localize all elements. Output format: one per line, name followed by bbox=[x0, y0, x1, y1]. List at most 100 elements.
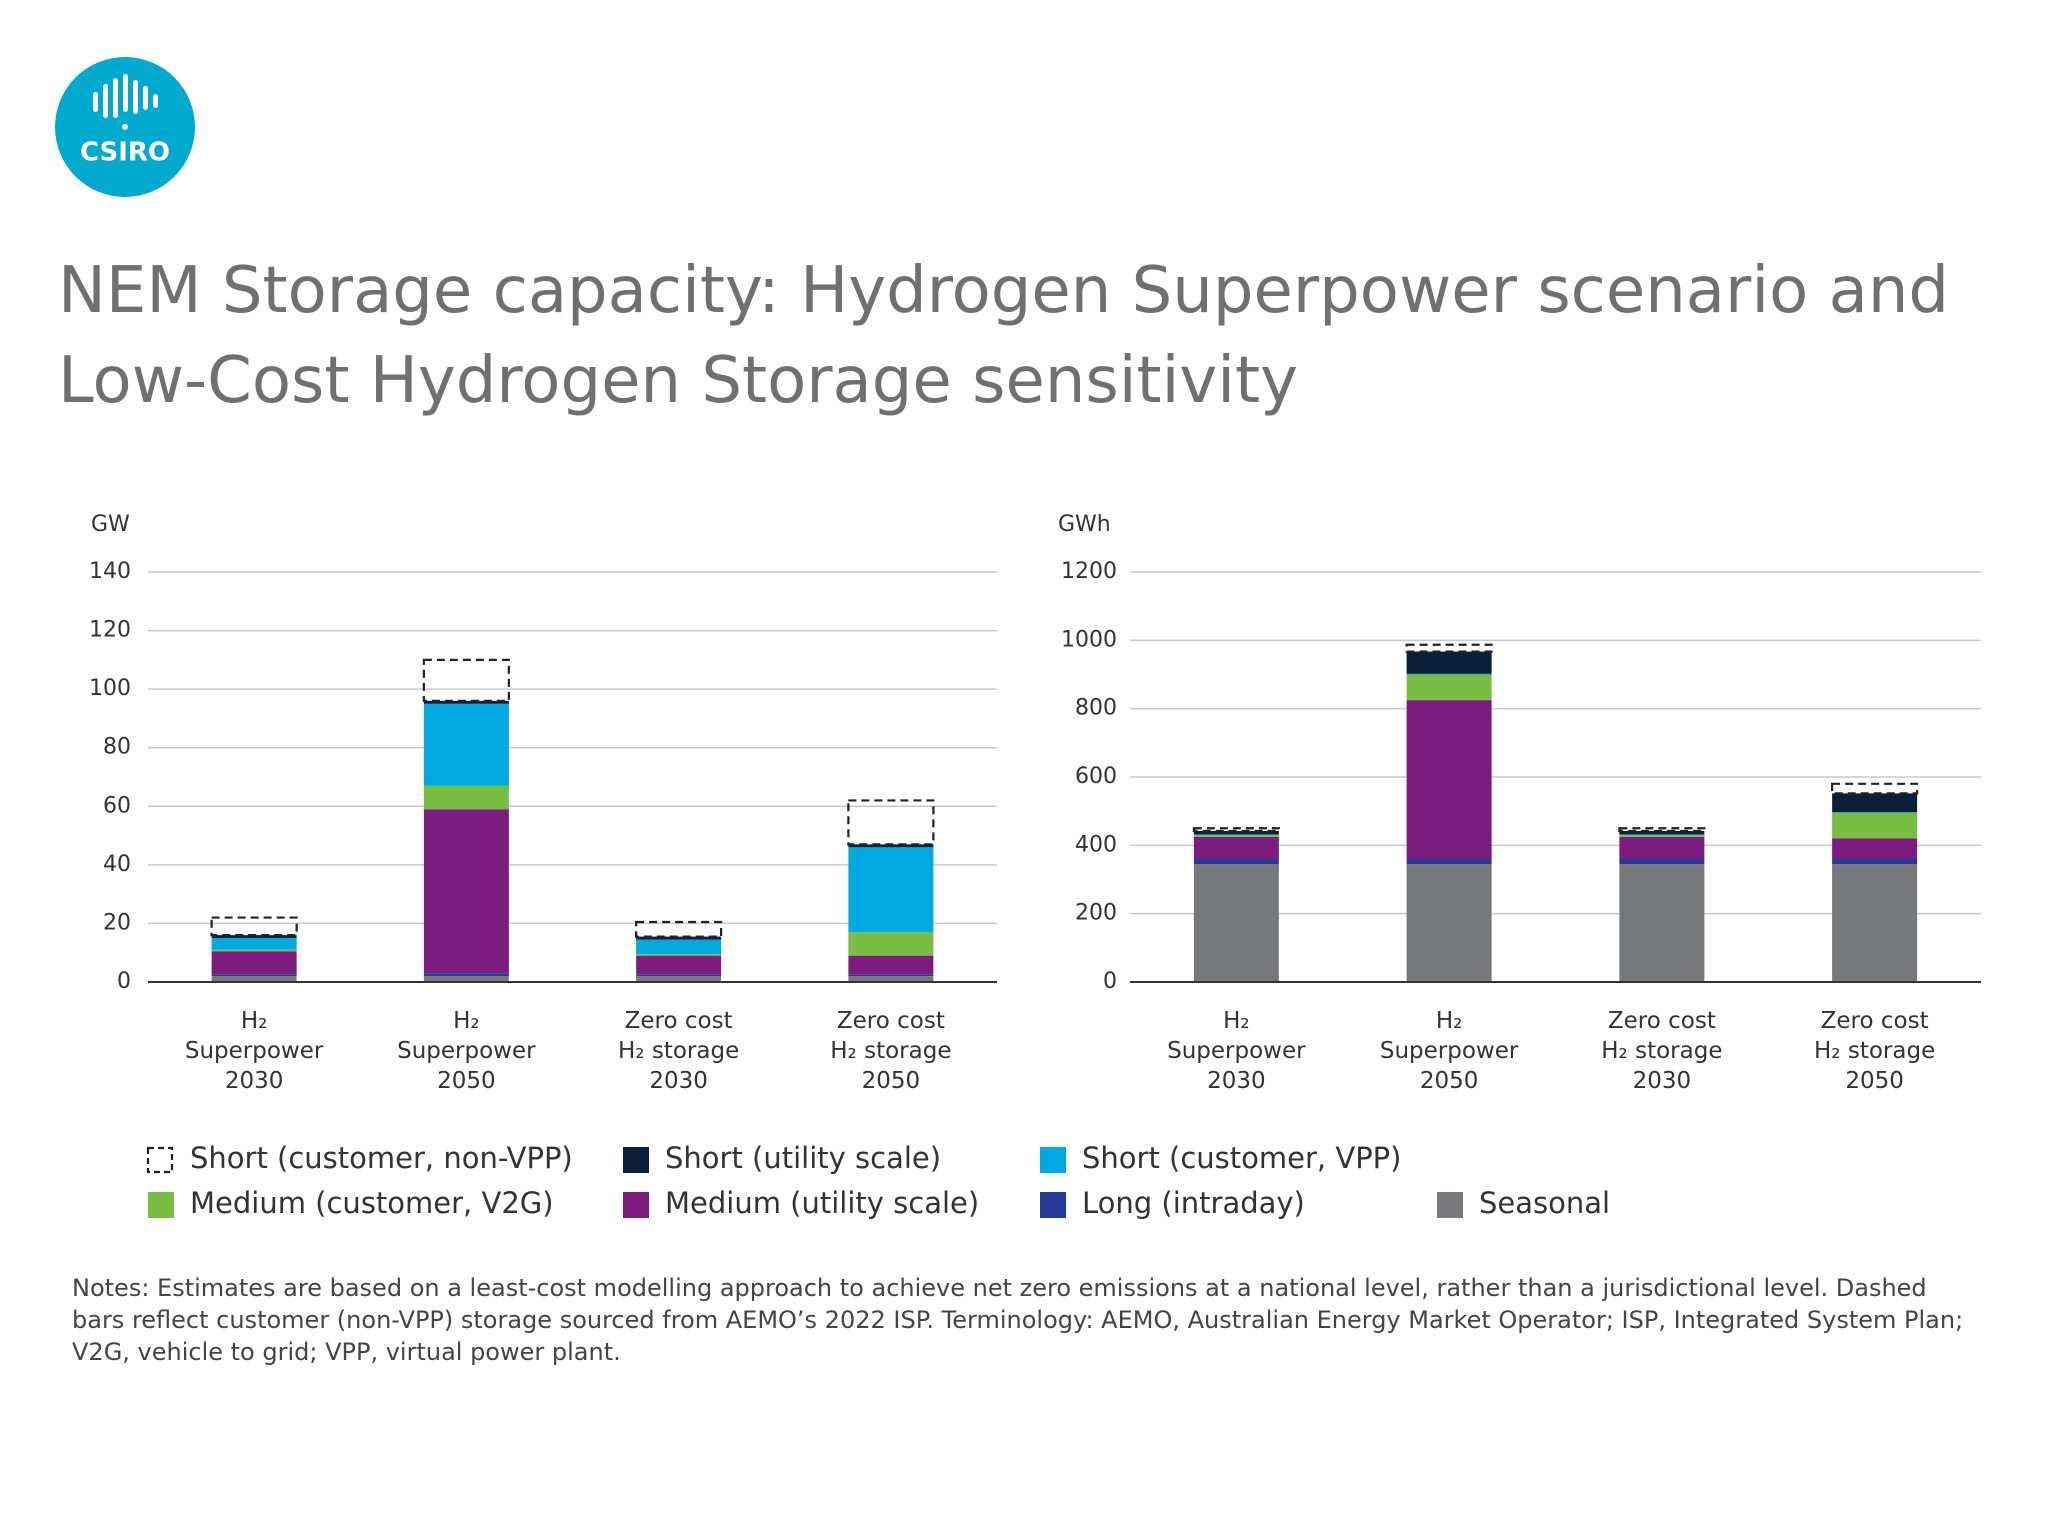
y-tick-label: 400 bbox=[1075, 832, 1117, 857]
y-tick-label: 0 bbox=[1103, 969, 1117, 994]
bar-segment bbox=[1832, 812, 1918, 813]
bar-segment bbox=[1406, 700, 1492, 859]
y-tick-label: 1000 bbox=[1061, 627, 1117, 652]
y-tick-label: 120 bbox=[89, 618, 131, 643]
logo-icon bbox=[93, 74, 158, 130]
x-tick-label: H₂ Superpower 2030 bbox=[1167, 1008, 1306, 1094]
legend-label: Short (customer, VPP) bbox=[1082, 1141, 1401, 1175]
bar-segment bbox=[1405, 643, 1493, 653]
bar-segment bbox=[1406, 673, 1492, 675]
bar-segment bbox=[1192, 827, 1280, 833]
legend-label: Medium (utility scale) bbox=[665, 1186, 979, 1220]
bar-segment bbox=[1193, 836, 1279, 859]
bar-segment bbox=[636, 976, 722, 982]
x-tick-label: H₂ Superpower 2050 bbox=[1379, 1008, 1519, 1094]
bar-segment bbox=[1406, 674, 1492, 701]
bar-segment bbox=[1832, 859, 1918, 865]
bar-segment bbox=[423, 700, 509, 704]
bar-segment bbox=[1406, 859, 1492, 865]
legend-swatch bbox=[146, 1146, 174, 1174]
y-tick-label: 60 bbox=[103, 793, 131, 818]
x-tick-label: H₂ Superpower 2050 bbox=[397, 1008, 536, 1094]
bar-segment bbox=[848, 955, 934, 975]
bar-segment bbox=[848, 932, 934, 956]
y-tick-label: 80 bbox=[103, 735, 131, 760]
x-tick-label: Zero cost H₂ storage 2050 bbox=[830, 1008, 952, 1094]
page-title: NEM Storage capacity: Hydrogen Superpowe… bbox=[58, 254, 1949, 418]
bar-segment bbox=[848, 976, 934, 982]
bar-segment bbox=[1832, 864, 1918, 982]
bar-segment bbox=[1193, 835, 1279, 837]
bar-segment bbox=[423, 785, 509, 810]
bar-segment bbox=[847, 799, 935, 846]
bar-segment bbox=[1619, 835, 1705, 837]
bar-segment bbox=[423, 976, 509, 982]
bar-segment bbox=[1619, 859, 1705, 865]
bar-segment bbox=[423, 809, 509, 974]
legend-label: Seasonal bbox=[1479, 1186, 1610, 1220]
bar-segment bbox=[636, 955, 722, 975]
bar-segment bbox=[1193, 864, 1279, 982]
bar-segment bbox=[1832, 793, 1918, 813]
y-tick-label: 200 bbox=[1075, 901, 1117, 926]
legend-label: Short (customer, non-VPP) bbox=[190, 1141, 573, 1175]
y-tick-label: 1200 bbox=[1061, 559, 1117, 584]
legend-label: Long (intraday) bbox=[1082, 1186, 1305, 1220]
bar-segment bbox=[1619, 834, 1705, 836]
bar-segment bbox=[1832, 838, 1918, 859]
bar-segment bbox=[423, 973, 509, 977]
bar-segment bbox=[1619, 830, 1705, 835]
bar-segment bbox=[848, 847, 934, 933]
bar-segment bbox=[210, 916, 298, 937]
bar-segment bbox=[848, 844, 934, 848]
bar-segment bbox=[636, 954, 722, 956]
y-tick-label: 800 bbox=[1075, 696, 1117, 721]
legend-label: Short (utility scale) bbox=[665, 1141, 941, 1175]
x-tick-label: Zero cost H₂ storage 2050 bbox=[1814, 1008, 1936, 1094]
bar-segment bbox=[1832, 812, 1918, 839]
bar-segment bbox=[636, 974, 722, 977]
y-tick-label: 600 bbox=[1075, 764, 1117, 789]
bar-segment bbox=[211, 949, 297, 952]
bar-segment bbox=[211, 951, 297, 975]
bar-segment bbox=[635, 920, 723, 938]
x-tick-label: Zero cost H₂ storage 2030 bbox=[618, 1008, 740, 1094]
legend-swatch bbox=[148, 1192, 174, 1218]
legend-swatch bbox=[623, 1192, 649, 1218]
bar-segment bbox=[423, 703, 509, 786]
y-axis-unit: GW bbox=[91, 512, 130, 537]
bar-segment bbox=[211, 976, 297, 982]
bar-segment bbox=[636, 939, 722, 955]
x-tick-label: H₂ Superpower 2030 bbox=[184, 1008, 324, 1094]
x-tick-label: Zero cost H₂ storage 2030 bbox=[1601, 1008, 1723, 1094]
legend-swatch bbox=[1040, 1147, 1066, 1173]
bar-segment bbox=[211, 938, 297, 950]
bar-segment bbox=[1619, 864, 1705, 982]
bar-segment bbox=[1193, 859, 1279, 865]
y-tick-label: 0 bbox=[117, 969, 131, 994]
bar-segment bbox=[211, 974, 297, 977]
bar-segment bbox=[422, 658, 510, 702]
bar-segment bbox=[211, 935, 297, 939]
bar-segment bbox=[1619, 836, 1705, 859]
bar-segment bbox=[1193, 830, 1279, 835]
bar-segment bbox=[1193, 834, 1279, 836]
y-tick-label: 100 bbox=[89, 676, 131, 701]
y-tick-label: 20 bbox=[103, 910, 131, 935]
legend-swatch bbox=[623, 1147, 649, 1173]
bar-segment bbox=[848, 974, 934, 977]
y-axis-unit: GWh bbox=[1058, 512, 1111, 537]
bar-segment bbox=[1618, 827, 1706, 833]
legend-swatch bbox=[1437, 1192, 1463, 1218]
notes: Notes: Estimates are based on a least-co… bbox=[72, 1274, 1964, 1366]
logo-text: CSIRO bbox=[80, 138, 170, 168]
legend-label: Medium (customer, V2G) bbox=[190, 1186, 554, 1220]
y-tick-label: 40 bbox=[103, 852, 131, 877]
legend-swatch bbox=[1040, 1192, 1066, 1218]
bar-segment bbox=[1406, 651, 1492, 674]
bar-segment bbox=[1831, 782, 1919, 795]
bar-segment bbox=[1406, 864, 1492, 982]
bar-segment bbox=[636, 936, 722, 940]
